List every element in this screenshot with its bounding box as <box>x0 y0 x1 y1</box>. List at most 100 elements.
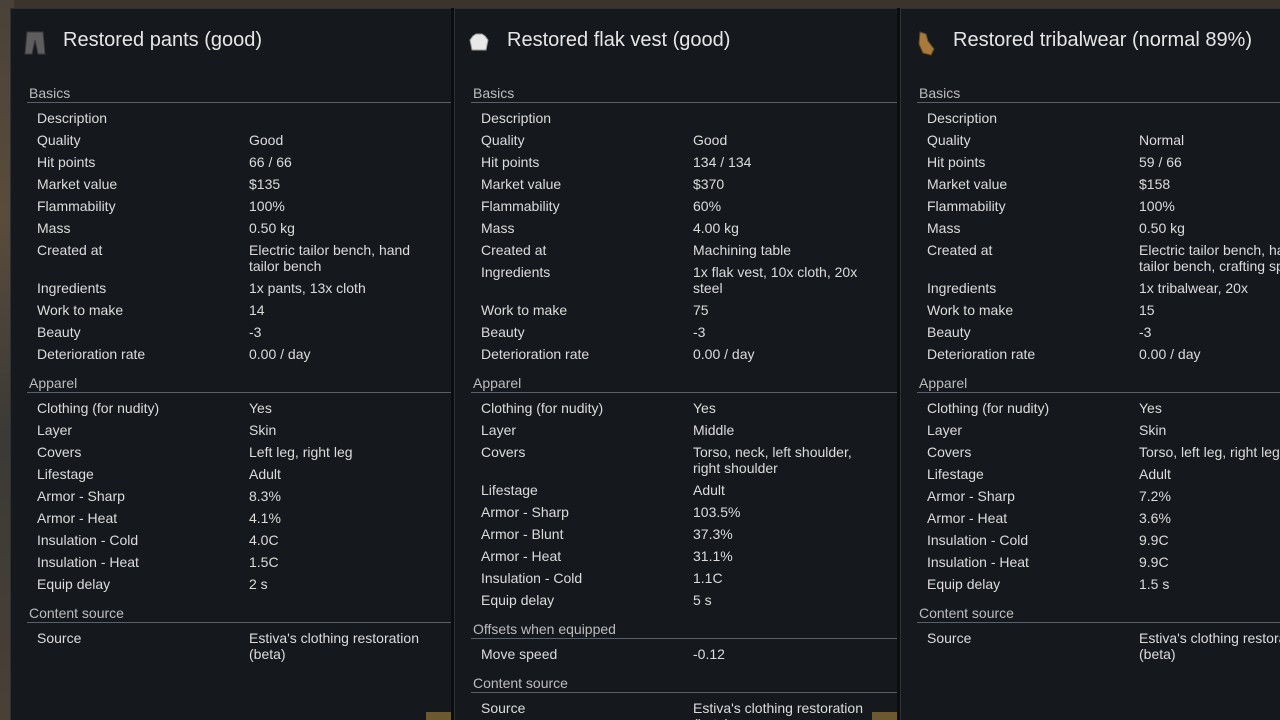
stat-row-deterioration-rate[interactable]: Deterioration rate 0.00 / day <box>455 343 898 365</box>
stat-row-flammability[interactable]: Flammability 100% <box>11 195 452 217</box>
stat-value: Torso, left leg, right leg <box>1139 444 1280 460</box>
stat-row-mass[interactable]: Mass 0.50 kg <box>11 217 452 239</box>
stat-row-work-to-make[interactable]: Work to make 75 <box>455 299 898 321</box>
stat-row-ingredients[interactable]: Ingredients 1x flak vest, 10x cloth, 20x … <box>455 261 898 299</box>
stat-row-move-speed[interactable]: Move speed -0.12 <box>455 643 898 665</box>
item-info-panel-flak-vest: Restored flak vest (good) Basics Descript… <box>454 8 898 720</box>
stat-row-market-value[interactable]: Market value $135 <box>11 173 452 195</box>
stat-row-deterioration-rate[interactable]: Deterioration rate 0.00 / day <box>901 343 1280 365</box>
stat-row-armor-sharp[interactable]: Armor - Sharp 103.5% <box>455 501 898 523</box>
stat-row-clothing-for-nudity[interactable]: Clothing (for nudity) Yes <box>11 397 452 419</box>
panel-divider <box>897 8 900 720</box>
stat-row-layer[interactable]: Layer Skin <box>901 419 1280 441</box>
stat-label: Ingredients <box>481 264 551 280</box>
stat-row-market-value[interactable]: Market value $158 <box>901 173 1280 195</box>
stat-row-source[interactable]: Source Estiva's clothing restoration (bet… <box>11 627 452 665</box>
stat-row-quality[interactable]: Quality Good <box>11 129 452 151</box>
stat-row-created-at[interactable]: Created at Machining table <box>455 239 898 261</box>
stat-row-created-at[interactable]: Created at Electric tailor bench, hand ta… <box>901 239 1280 277</box>
stat-value: 4.00 kg <box>693 220 739 236</box>
stat-row-beauty[interactable]: Beauty -3 <box>901 321 1280 343</box>
stat-row-lifestage[interactable]: Lifestage Adult <box>455 479 898 501</box>
stat-label: Description <box>481 110 552 126</box>
section-divider <box>917 622 1280 623</box>
stat-row-covers[interactable]: Covers Torso, left leg, right leg <box>901 441 1280 463</box>
stat-row-armor-heat[interactable]: Armor - Heat 3.6% <box>901 507 1280 529</box>
stat-row-ingredients[interactable]: Ingredients 1x tribalwear, 20x <box>901 277 1280 299</box>
stat-value: Estiva's clothing restoration (beta) <box>249 630 419 662</box>
stat-value: 8.3% <box>249 488 281 504</box>
stat-row-description[interactable]: Description <box>11 107 452 129</box>
stat-row-armor-heat[interactable]: Armor - Heat 4.1% <box>11 507 452 529</box>
stat-row-hit-points[interactable]: Hit points 59 / 66 <box>901 151 1280 173</box>
stat-row-clothing-for-nudity[interactable]: Clothing (for nudity) Yes <box>455 397 898 419</box>
section-content-source: Content source Source Estiva's clothing re… <box>11 595 452 665</box>
stat-label: Hit points <box>481 154 540 170</box>
stat-row-armor-blunt[interactable]: Armor - Blunt 37.3% <box>455 523 898 545</box>
stat-row-description[interactable]: Description <box>455 107 898 129</box>
stat-row-insulation-cold[interactable]: Insulation - Cold 4.0C <box>11 529 452 551</box>
stat-row-insulation-cold[interactable]: Insulation - Cold 9.9C <box>901 529 1280 551</box>
stat-row-equip-delay[interactable]: Equip delay 5 s <box>455 589 898 611</box>
stat-value: 1x flak vest, 10x cloth, 20x steel <box>693 264 858 296</box>
stat-row-hit-points[interactable]: Hit points 66 / 66 <box>11 151 452 173</box>
stat-row-layer[interactable]: Layer Middle <box>455 419 898 441</box>
stat-row-insulation-heat[interactable]: Insulation - Heat 9.9C <box>901 551 1280 573</box>
stat-label: Created at <box>481 242 547 258</box>
stat-value: Estiva's clothing restoration (beta) <box>1139 630 1280 662</box>
stat-value: 1.5C <box>249 554 279 570</box>
stat-row-mass[interactable]: Mass 4.00 kg <box>455 217 898 239</box>
panel-corner-button[interactable] <box>426 712 452 720</box>
stat-row-armor-sharp[interactable]: Armor - Sharp 7.2% <box>901 485 1280 507</box>
stat-row-source[interactable]: Source Estiva's clothing restoration (bet… <box>455 697 898 720</box>
panel-header: Restored pants (good) <box>11 9 452 75</box>
stat-row-deterioration-rate[interactable]: Deterioration rate 0.00 / day <box>11 343 452 365</box>
stat-value: 0.00 / day <box>693 346 755 362</box>
stat-value: Good <box>693 132 728 148</box>
stat-row-work-to-make[interactable]: Work to make 14 <box>11 299 452 321</box>
stat-row-beauty[interactable]: Beauty -3 <box>11 321 452 343</box>
stat-row-flammability[interactable]: Flammability 100% <box>901 195 1280 217</box>
stat-row-market-value[interactable]: Market value $370 <box>455 173 898 195</box>
section-basics: Basics Description Quality Good Hit points 66… <box>11 75 452 365</box>
stat-row-armor-heat[interactable]: Armor - Heat 31.1% <box>455 545 898 567</box>
stat-row-clothing-for-nudity[interactable]: Clothing (for nudity) Yes <box>901 397 1280 419</box>
item-info-panel-pants: Restored pants (good) Basics Description Q… <box>10 8 452 720</box>
stat-value: 66 / 66 <box>249 154 292 170</box>
stat-row-beauty[interactable]: Beauty -3 <box>455 321 898 343</box>
stat-label: Flammability <box>927 198 1006 214</box>
stat-label: Insulation - Cold <box>37 532 139 548</box>
stat-row-layer[interactable]: Layer Skin <box>11 419 452 441</box>
stat-row-created-at[interactable]: Created at Electric tailor bench, hand ta… <box>11 239 452 277</box>
panel-header: Restored tribalwear (normal 89%) <box>901 9 1280 75</box>
stat-row-quality[interactable]: Quality Normal <box>901 129 1280 151</box>
stat-row-ingredients[interactable]: Ingredients 1x pants, 13x cloth <box>11 277 452 299</box>
stat-label: Armor - Heat <box>481 548 562 564</box>
stat-row-covers[interactable]: Covers Left leg, right leg <box>11 441 452 463</box>
stat-row-hit-points[interactable]: Hit points 134 / 134 <box>455 151 898 173</box>
stat-row-lifestage[interactable]: Lifestage Adult <box>901 463 1280 485</box>
stat-label: Beauty <box>927 324 971 340</box>
stat-row-quality[interactable]: Quality Good <box>455 129 898 151</box>
stat-row-description[interactable]: Description <box>901 107 1280 129</box>
stat-row-armor-sharp[interactable]: Armor - Sharp 8.3% <box>11 485 452 507</box>
stat-label: Equip delay <box>927 576 1001 592</box>
stat-value: 1.5 s <box>1139 576 1170 592</box>
stat-row-source[interactable]: Source Estiva's clothing restoration (bet… <box>901 627 1280 665</box>
stat-value: 1x pants, 13x cloth <box>249 280 366 296</box>
stat-row-flammability[interactable]: Flammability 60% <box>455 195 898 217</box>
stat-row-insulation-cold[interactable]: Insulation - Cold 1.1C <box>455 567 898 589</box>
panel-divider <box>451 8 454 720</box>
stat-value: 4.1% <box>249 510 281 526</box>
stat-row-equip-delay[interactable]: Equip delay 2 s <box>11 573 452 595</box>
stat-row-work-to-make[interactable]: Work to make 15 <box>901 299 1280 321</box>
stats-body: Basics Description Quality Good Hit points 66… <box>11 75 452 665</box>
stat-value: Adult <box>693 482 725 498</box>
stat-row-equip-delay[interactable]: Equip delay 1.5 s <box>901 573 1280 595</box>
stat-row-mass[interactable]: Mass 0.50 kg <box>901 217 1280 239</box>
panel-corner-button[interactable] <box>872 712 898 720</box>
stat-row-covers[interactable]: Covers Torso, neck, left shoulder, right … <box>455 441 898 479</box>
stat-row-lifestage[interactable]: Lifestage Adult <box>11 463 452 485</box>
stat-value: Yes <box>1139 400 1162 416</box>
stat-row-insulation-heat[interactable]: Insulation - Heat 1.5C <box>11 551 452 573</box>
